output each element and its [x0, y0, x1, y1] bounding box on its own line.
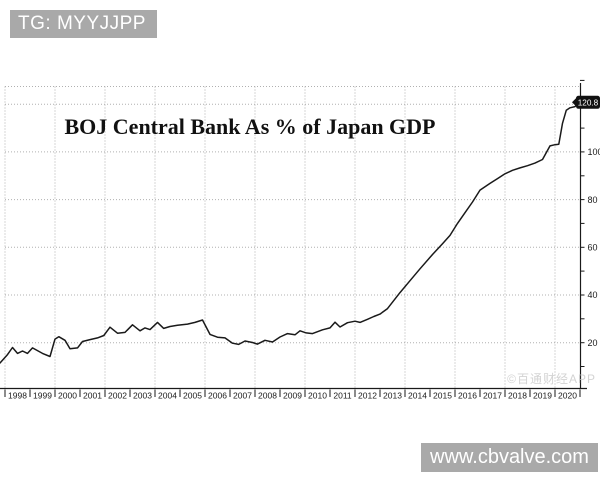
y-tick-label: 40: [588, 290, 598, 300]
x-tick-label: 1998: [8, 391, 27, 401]
x-tick-label: 2018: [508, 391, 527, 401]
x-tick-label: 2003: [133, 391, 152, 401]
last-value-badge: 120.8: [572, 95, 600, 109]
x-tick-label: 2017: [483, 391, 502, 401]
x-axis-ticks: [4, 389, 581, 397]
last-value-text: 120.8: [578, 98, 599, 107]
x-tick-label: 2006: [208, 391, 227, 401]
x-tick-label: 2009: [283, 391, 302, 401]
x-tick-label: 2020: [558, 391, 577, 401]
vertical-gridlines: [4, 86, 556, 389]
x-tick-label: 2013: [383, 391, 402, 401]
website-badge[interactable]: www.cbvalve.com: [421, 443, 598, 472]
x-tick-label: 2005: [183, 391, 202, 401]
chart-title: BOJ Central Bank As % of Japan GDP: [64, 114, 436, 139]
x-tick-label: 2008: [258, 391, 277, 401]
x-tick-label: 2007: [233, 391, 252, 401]
x-tick-label: 2000: [58, 391, 77, 401]
x-tick-label: 2001: [83, 391, 102, 401]
x-tick-label: 2010: [308, 391, 327, 401]
x-tick-label: 2015: [433, 391, 452, 401]
y-tick-label: 20: [588, 338, 598, 348]
y-tick-label: 60: [588, 243, 598, 253]
y-axis-labels: 20 40 60 80 100: [588, 147, 600, 348]
last-value-box: [576, 95, 600, 109]
source-tag-badge: TG: MYYJJPP: [10, 10, 157, 38]
x-tick-label: 2014: [408, 391, 427, 401]
x-tick-label: 2012: [358, 391, 377, 401]
y-tick-label: 100: [588, 147, 600, 157]
last-value-pointer: [572, 97, 577, 107]
x-tick-label: 2016: [458, 391, 477, 401]
axes: [0, 83, 587, 390]
inner-watermark: ©百通财经APP: [507, 372, 596, 386]
x-tick-label: 2004: [158, 391, 177, 401]
x-axis-labels: 1998 1999 2000 2001 2002 2003 2004 2005 2006 2007…: [8, 391, 577, 401]
x-tick-label: 2011: [333, 391, 352, 401]
x-tick-label: 1999: [33, 391, 52, 401]
series-line: [0, 101, 581, 364]
x-tick-label: 2019: [533, 391, 552, 401]
y-tick-label: 80: [588, 195, 598, 205]
x-tick-label: 2002: [108, 391, 127, 401]
